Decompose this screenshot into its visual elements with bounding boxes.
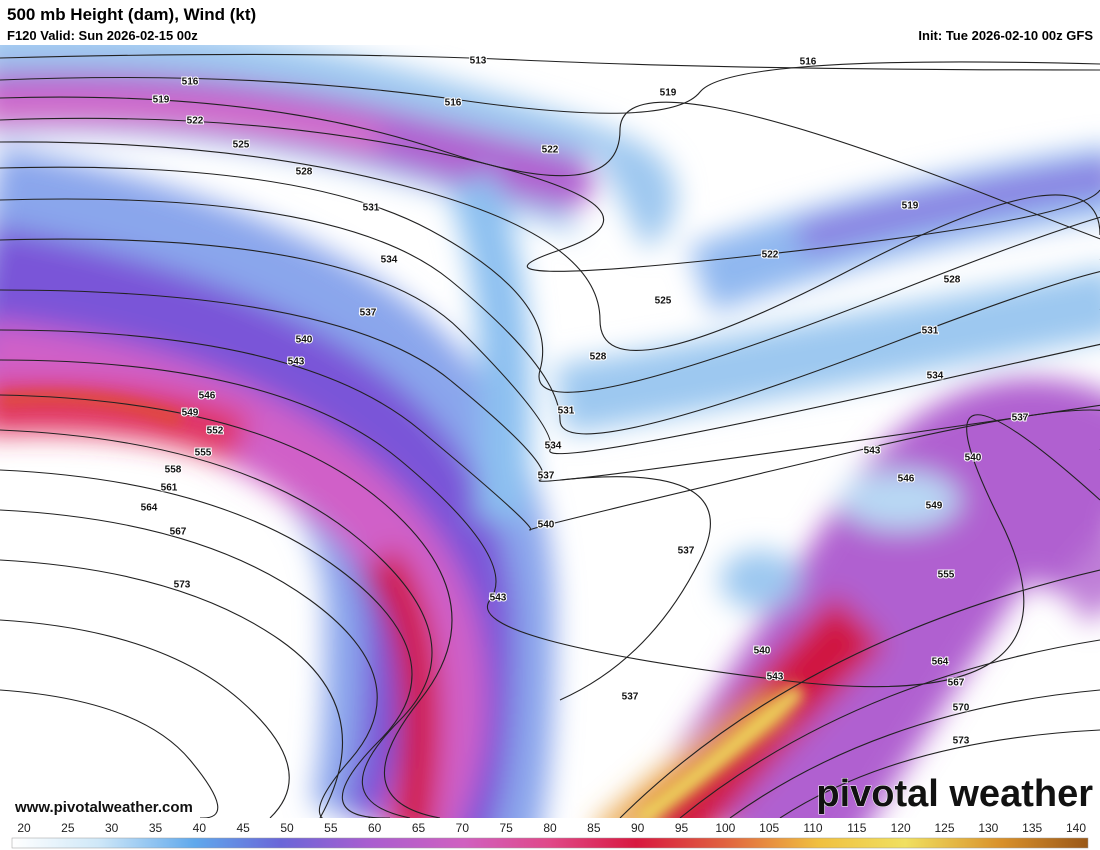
contour-label: 537 [1012,413,1029,424]
contour-label: 564 [141,503,158,514]
colorbar-tick-label: 40 [193,821,207,835]
colorbar-tick-label: 120 [891,821,911,835]
contour-label: 534 [381,255,398,266]
contour-label: 531 [363,203,380,214]
colorbar-tick-label: 135 [1022,821,1042,835]
contour-label: 537 [538,471,555,482]
contour-labels: 513 516 516 516 519 519 519 522 522 522 525 525 528 5… [140,55,1030,748]
colorbar-tick-label: 35 [149,821,163,835]
colorbar-tick-label: 80 [543,821,557,835]
contour-label: 522 [542,145,559,156]
contour-label: 537 [622,692,639,703]
colorbar-tick-label: 105 [759,821,779,835]
colorbar-tick-label: 65 [412,821,426,835]
contour-label: 528 [590,352,607,363]
contour-label: 528 [944,275,961,286]
contour-label: 543 [767,672,784,683]
contour-label: 549 [926,501,943,512]
colorbar-tick-label: 125 [934,821,954,835]
contour-label: 555 [938,570,955,581]
contour-label: 540 [538,520,555,531]
colorbar-ticks: 20 25 30 35 40 45 50 55 60 65 70 75 80 85 90 95 100 105 11… [17,821,1086,835]
colorbar-tick-label: 75 [499,821,513,835]
website: www.pivotalweather.com [14,799,193,816]
contour-label: 543 [864,446,881,457]
contour-label: 561 [161,483,178,494]
logo: pivotal weather [816,773,1093,815]
colorbar-tick-label: 130 [978,821,998,835]
colorbar-tick-label: 100 [715,821,735,835]
contour-label: 519 [153,95,170,106]
contour-label: 543 [288,357,305,368]
contour-label: 573 [174,580,191,591]
colorbar-tick-label: 60 [368,821,382,835]
contour-label: 555 [195,448,212,459]
colorbar-tick-label: 55 [324,821,338,835]
contour-label: 540 [754,646,771,657]
contour-label: 567 [948,678,965,689]
colorbar-tick-label: 25 [61,821,75,835]
contour-label: 546 [199,391,216,402]
colorbar [11,837,1089,849]
contour-label: 519 [660,88,677,99]
contour-label: 516 [445,98,462,109]
contour-label: 543 [490,593,507,604]
contour-label: 537 [360,308,377,319]
map: 513 516 516 516 519 519 519 522 522 522 525 525 528 5… [0,45,1100,818]
wind-field [0,45,1100,818]
contour-label: 516 [182,77,199,88]
contour-label: 552 [207,426,224,437]
colorbar-tick-label: 95 [675,821,689,835]
contour-label: 573 [953,736,970,747]
colorbar-tick-label: 45 [236,821,250,835]
colorbar-tick-label: 90 [631,821,645,835]
contour-label: 537 [678,546,695,557]
colorbar-tick-label: 140 [1066,821,1086,835]
contour-label: 531 [558,406,575,417]
colorbar-tick-label: 30 [105,821,119,835]
contour-label: 540 [296,335,313,346]
contour-label: 525 [655,296,672,307]
contour-label: 516 [800,57,817,68]
contour-label: 519 [902,201,919,212]
height-contours [0,53,1100,818]
contour-label: 540 [965,453,982,464]
contour-label: 567 [170,527,187,538]
contour-label: 534 [927,371,944,382]
colorbar-tick-label: 110 [803,821,822,835]
colorbar-tick-label: 70 [456,821,470,835]
contour-label: 522 [762,250,779,261]
colorbar-tick-label: 85 [587,821,601,835]
contour-label: 522 [187,116,204,127]
contour-label: 531 [922,326,939,337]
contour-label: 558 [165,465,182,476]
contour-label: 513 [470,56,487,67]
colorbar-tick-label: 115 [847,821,866,835]
title: 500 mb Height (dam), Wind (kt) [7,5,256,24]
contour-label: 528 [296,167,313,178]
contour-label: 564 [932,657,949,668]
contour-label: 549 [182,408,199,419]
colorbar-tick-label: 50 [280,821,294,835]
colorbar-tick-label: 20 [17,821,31,835]
contour-label: 570 [953,703,970,714]
contour-label: 534 [545,441,562,452]
init-time: Init: Tue 2026-02-10 00z GFS [918,28,1093,43]
contour-label: 546 [898,474,915,485]
contour-label: 525 [233,140,250,151]
valid-time: F120 Valid: Sun 2026-02-15 00z [7,28,198,43]
